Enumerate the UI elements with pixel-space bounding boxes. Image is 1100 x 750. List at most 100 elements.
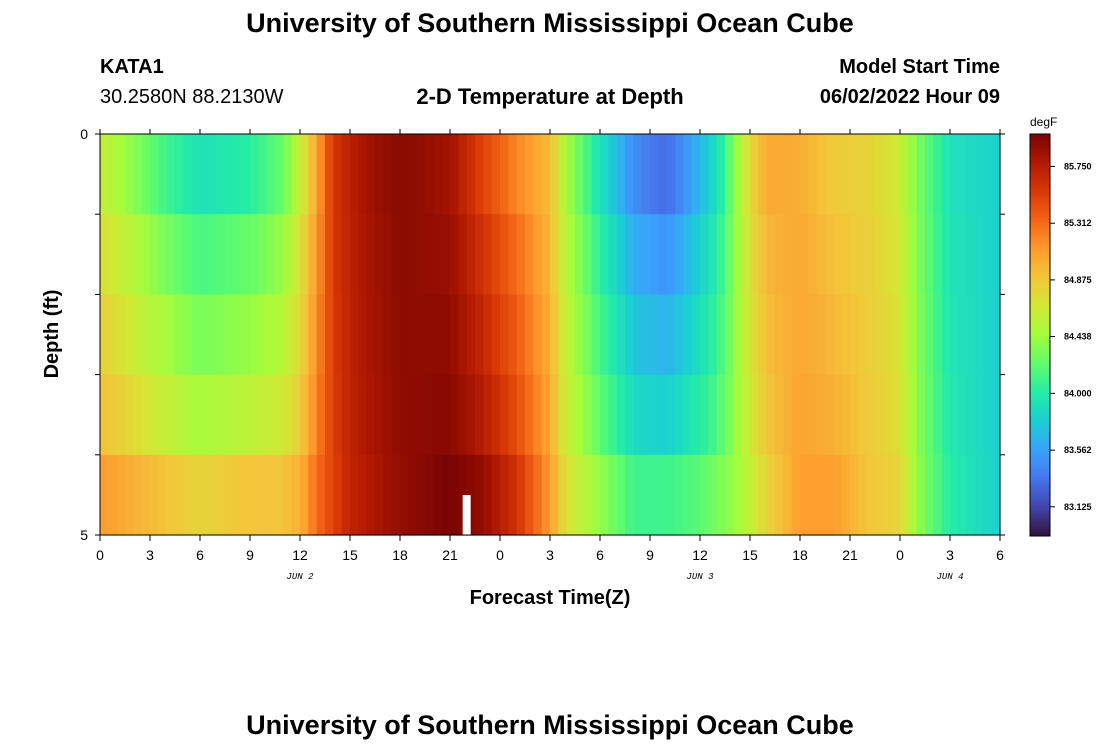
heatmap-cell (400, 134, 409, 215)
heatmap-cell (508, 134, 518, 215)
heatmap-cell (300, 294, 309, 376)
heatmap-cell (825, 214, 834, 295)
x-tick-label: 9 (646, 547, 654, 563)
heatmap-cell (891, 134, 901, 215)
heatmap-cell (650, 454, 659, 536)
heatmap-cell (366, 134, 376, 215)
heatmap-cell (433, 374, 443, 456)
heatmap-cell (250, 454, 259, 536)
heatmap-cell (691, 134, 701, 215)
heatmap-cell (625, 454, 634, 536)
heatmap-cell (291, 134, 301, 215)
heatmap-cell (616, 134, 626, 215)
x-tick-label: 18 (792, 547, 808, 563)
heatmap-cell (833, 374, 843, 456)
heatmap-cell (508, 454, 518, 536)
heatmap-cell (791, 134, 801, 215)
heatmap-cell (675, 454, 684, 536)
heatmap-cell (250, 214, 259, 295)
heatmap-cell (266, 294, 276, 376)
heatmap-cell (866, 294, 876, 376)
x-tick-label: 3 (546, 547, 554, 563)
heatmap-cell (850, 374, 859, 456)
heatmap-cell (783, 214, 793, 295)
heatmap-cell (558, 374, 568, 456)
heatmap-cell (150, 374, 159, 456)
heatmap-cell (541, 214, 551, 295)
heatmap-cell (591, 294, 601, 376)
heatmap-cell (208, 374, 218, 456)
heatmap-cell (991, 374, 1001, 456)
heatmap-cell (775, 294, 784, 376)
heatmap-cell (625, 294, 634, 376)
heatmap-cell (125, 374, 134, 456)
heatmap-cell (141, 134, 151, 215)
heatmap-cell (175, 454, 184, 536)
heatmap-cell (250, 374, 259, 456)
heatmap-cell (383, 294, 393, 376)
heatmap-cell (583, 374, 593, 456)
heatmap-cell (875, 134, 884, 215)
heatmap-cell (933, 374, 943, 456)
heatmap-cell (666, 454, 676, 536)
heatmap-cell (383, 374, 393, 456)
heatmap-cell (333, 294, 343, 376)
heatmap-cell (141, 454, 151, 536)
heatmap-cell (875, 454, 884, 536)
heatmap-cell (141, 214, 151, 295)
date-label: JUN 3 (686, 572, 714, 582)
heatmap-cell (600, 214, 609, 295)
heatmap-cell (966, 454, 976, 536)
heatmap-cell (841, 294, 851, 376)
heatmap-cell (516, 454, 526, 536)
heatmap-cell (708, 134, 718, 215)
heatmap-cell (675, 134, 684, 215)
heatmap-cell (975, 374, 984, 456)
heatmap-cell (891, 454, 901, 536)
model-start-label: Model Start Time (839, 56, 1000, 78)
heatmap-cell (525, 374, 534, 456)
heatmap-cell (333, 374, 343, 456)
colorbar (1029, 133, 1051, 537)
heatmap-cell (783, 454, 793, 536)
heatmap-cell (366, 294, 376, 376)
heatmap-cell (975, 214, 984, 295)
date-label: JUN 4 (936, 572, 963, 582)
heatmap-cell (283, 454, 293, 536)
heatmap-cell (566, 454, 576, 536)
heatmap-cell (391, 454, 401, 536)
heatmap-cell (491, 214, 501, 295)
heatmap-cell (491, 374, 501, 456)
heatmap-cell (716, 454, 726, 536)
heatmap-cell (816, 294, 826, 376)
heatmap-cell (275, 214, 284, 295)
colorbar-unit: degF (1030, 115, 1057, 129)
heatmap-cell (433, 454, 443, 536)
heatmap-cell (566, 214, 576, 295)
heatmap-cell (850, 454, 859, 536)
heatmap-cell (375, 454, 384, 536)
heatmap-cell (183, 454, 193, 536)
heatmap-cell (316, 374, 326, 456)
colorbar-labels: 85.750 85.312 84.875 84.438 84.000 83.562 83.1… (1050, 161, 1092, 512)
heatmap-cell (616, 374, 626, 456)
heatmap-cell (683, 214, 693, 295)
heatmap-cell (516, 214, 526, 295)
heatmap-cell (433, 294, 443, 376)
heatmap-cell (225, 214, 234, 295)
heatmap-cell (575, 294, 584, 376)
heatmap-cell (816, 214, 826, 295)
heatmap-cell (866, 454, 876, 536)
heatmap-cell (208, 214, 218, 295)
heatmap-cell (200, 454, 209, 536)
heatmap-cell (350, 454, 359, 536)
page-title: University of Southern Mississippi Ocean… (246, 8, 854, 38)
colorbar-label: 83.125 (1064, 502, 1092, 512)
heatmap-cell (800, 454, 809, 536)
heatmap-cell (958, 134, 968, 215)
heatmap-cell (666, 374, 676, 456)
heatmap-cell (450, 374, 459, 456)
heatmap-cell (566, 134, 576, 215)
heatmap-cell (208, 294, 218, 376)
heatmap-cell (775, 374, 784, 456)
